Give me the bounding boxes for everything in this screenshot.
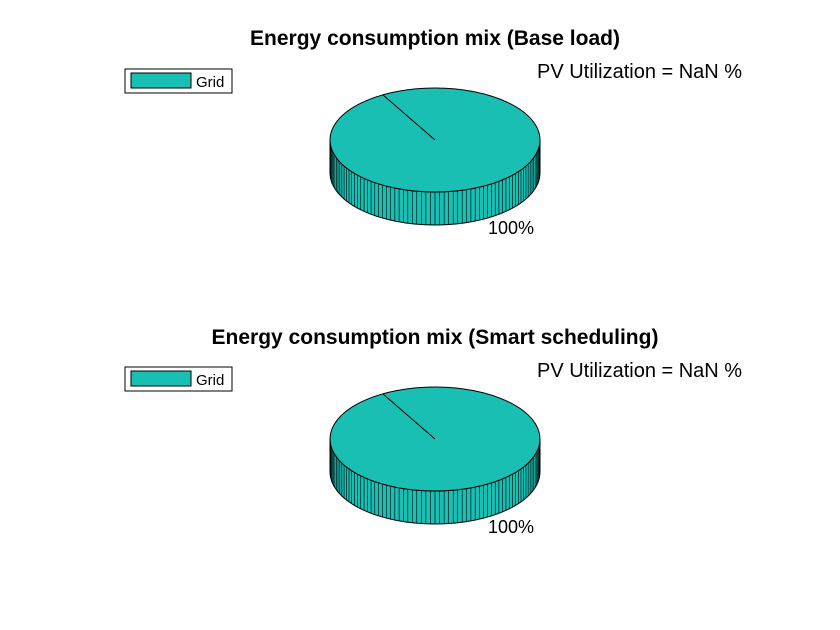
pie-3d	[330, 88, 540, 225]
legend: Grid	[125, 367, 232, 391]
chart-panel-base-load: Energy consumption mix (Base load) PV Ut…	[125, 27, 742, 238]
chart-title: Energy consumption mix (Smart scheduling…	[212, 326, 659, 349]
legend-label: Grid	[196, 74, 224, 91]
slice-label: 100%	[488, 517, 534, 537]
pv-utilization-annotation: PV Utilization = NaN %	[537, 360, 742, 382]
legend-label: Grid	[196, 372, 224, 389]
chart-title: Energy consumption mix (Base load)	[250, 27, 620, 50]
legend: Grid	[125, 69, 232, 93]
chart-panel-smart-scheduling: Energy consumption mix (Smart scheduling…	[125, 326, 742, 537]
pv-utilization-annotation: PV Utilization = NaN %	[537, 61, 742, 83]
slice-label: 100%	[488, 218, 534, 238]
legend-swatch	[131, 371, 191, 386]
legend-swatch	[131, 73, 191, 88]
pie-3d	[330, 387, 540, 524]
